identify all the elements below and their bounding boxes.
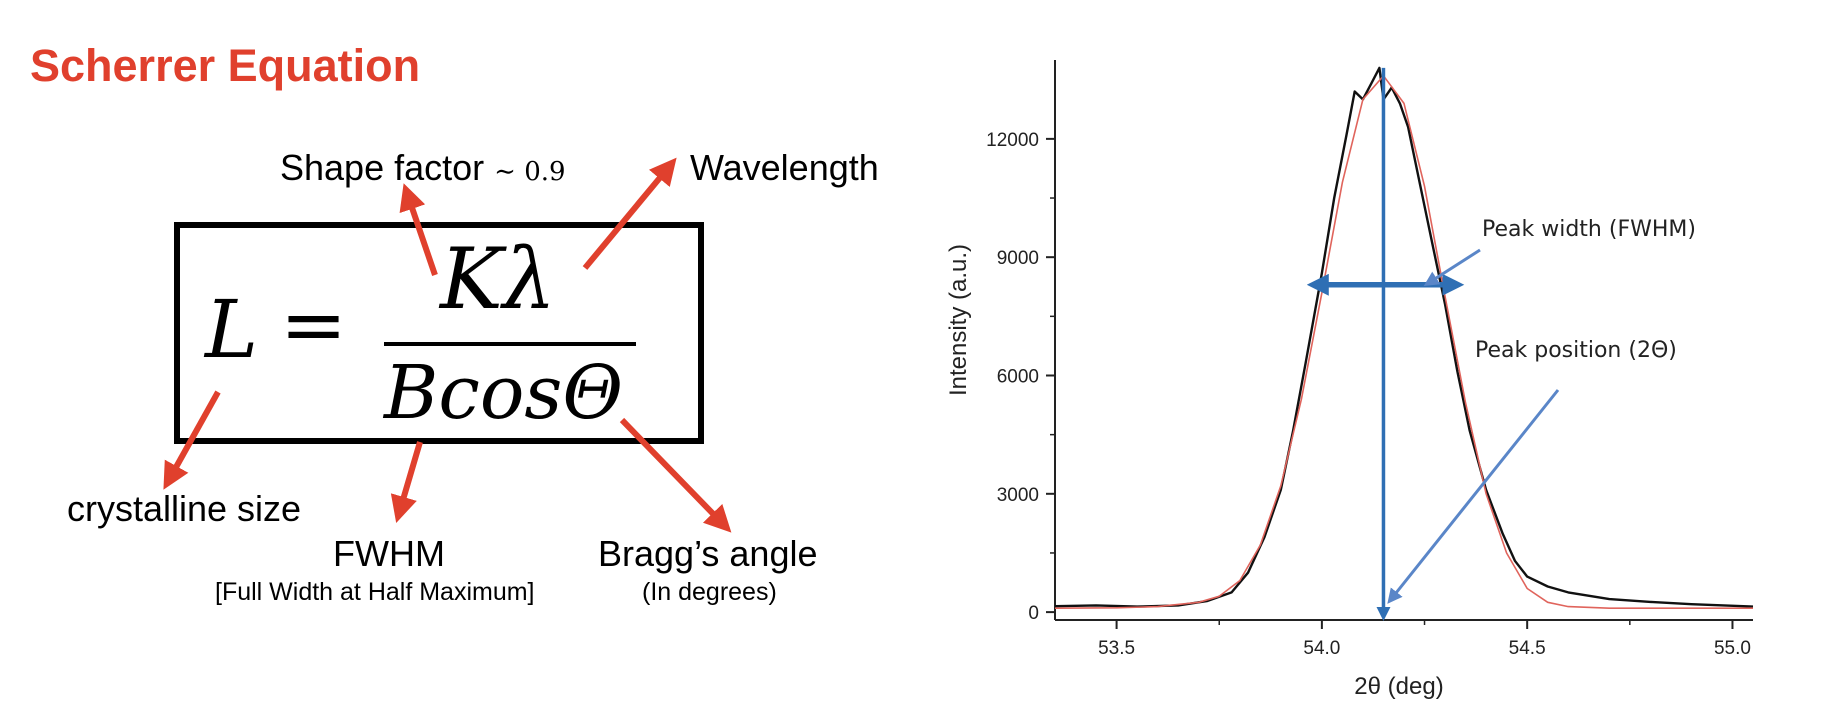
equation-numerator: Kλ — [440, 230, 556, 328]
arrow-shape-factor — [399, 183, 438, 276]
equation-equals: = — [280, 278, 348, 371]
arrow-bragg-angle — [619, 417, 732, 533]
equation-box — [174, 222, 704, 444]
y-tick-label: 9000 — [997, 248, 1039, 269]
chart-axes — [1054, 60, 1753, 621]
x-tick-label: 55.0 — [1714, 638, 1751, 659]
bragg-angle-label: Bragg’s angle — [598, 533, 818, 574]
shape-factor-value: ∼ 0.9 — [494, 157, 566, 187]
y-tick-label: 3000 — [997, 485, 1039, 506]
x-tick-label: 54.0 — [1303, 638, 1340, 659]
arrow-fwhm — [390, 441, 423, 523]
equation-denominator: BcosΘ — [384, 350, 624, 436]
fwhm-label: FWHM — [333, 533, 445, 574]
shape-factor-label: Shape factor ∼ 0.9 — [280, 147, 566, 189]
arrow-wavelength — [582, 157, 677, 270]
slide-title: Scherrer Equation — [30, 40, 421, 91]
peak-width-annotation: Peak width (FWHM) — [1482, 217, 1696, 242]
x-tick-label: 54.5 — [1509, 638, 1546, 659]
equation-annotation-arrows — [163, 157, 732, 533]
fwhm-full-label: [Full Width at Half Maximum] — [215, 578, 535, 606]
shape-factor-text: Shape factor — [280, 147, 485, 188]
y-tick-label: 0 — [1028, 603, 1039, 624]
fraction-bar — [384, 342, 636, 346]
wavelength-label: Wavelength — [690, 147, 879, 188]
peak-position-pointer — [1387, 389, 1560, 604]
y-axis-label: Intensity (a.u.) — [945, 244, 972, 396]
x-axis-label: 2θ (deg) — [1354, 673, 1443, 700]
y-tick-label: 12000 — [986, 130, 1039, 151]
bragg-unit-label: (In degrees) — [642, 578, 777, 606]
peak-position-annotation: Peak position (2Θ) — [1475, 338, 1677, 363]
y-tick-label: 6000 — [997, 366, 1039, 387]
crystalline-size-label: crystalline size — [67, 488, 302, 529]
x-tick-label: 53.5 — [1098, 638, 1135, 659]
equation-lhs: L — [205, 283, 259, 376]
xrd-peak-chart: 53.5 54.0 54.5 55.0 0 3000 6000 9000 12000 Inten… — [945, 60, 1754, 700]
arrow-crystalline-size — [163, 390, 221, 490]
peak-width-pointer — [1423, 248, 1481, 287]
